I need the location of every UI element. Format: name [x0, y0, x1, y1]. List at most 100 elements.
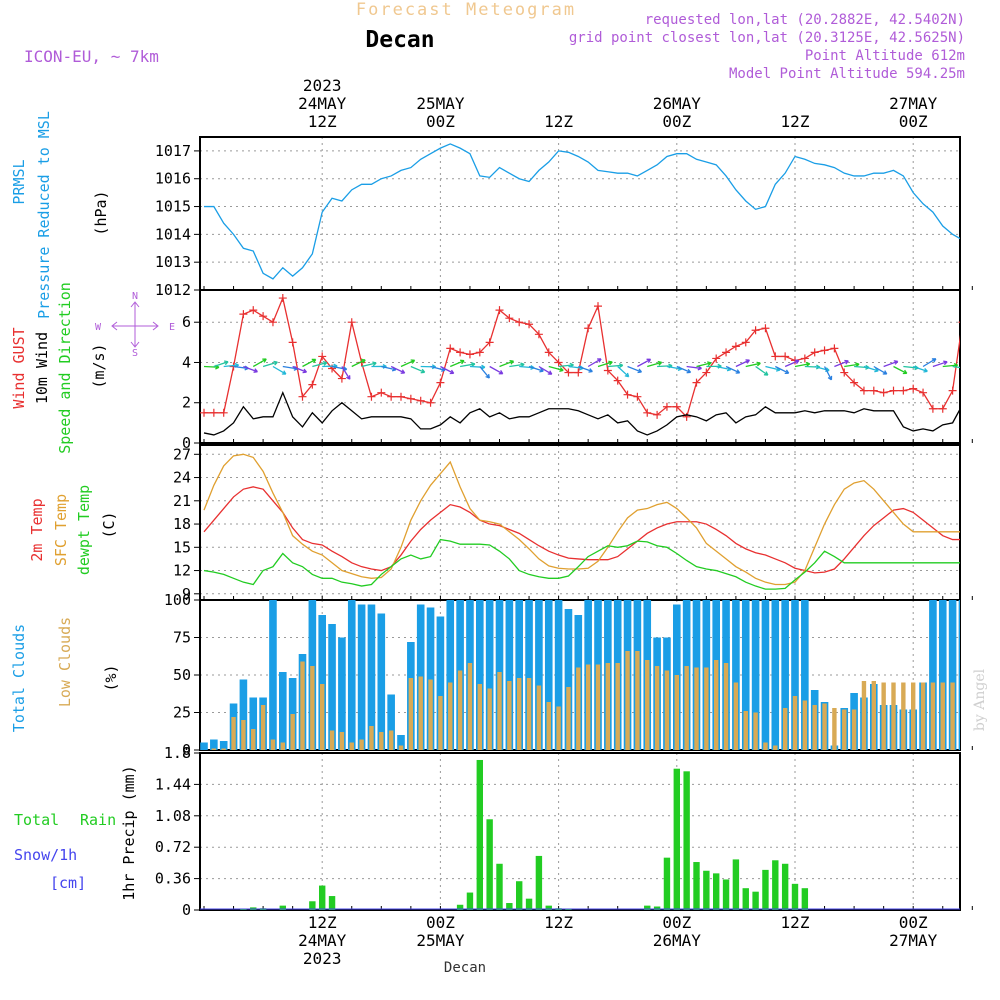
low-cloud-bar: [576, 667, 581, 750]
compass-north: N: [132, 291, 138, 302]
wind-direction-arrow-icon: [578, 365, 593, 373]
top-time-label: 27MAY: [889, 94, 938, 113]
rain-bar: [466, 892, 474, 910]
low-cloud-bar: [398, 745, 404, 750]
bottom-time-label: 12Z: [544, 913, 573, 932]
top-time-label: 2023: [303, 76, 342, 95]
gust-marker: [268, 318, 277, 327]
gust-marker: [820, 346, 829, 355]
panel-frame: [199, 752, 961, 911]
low-cloud-bar: [773, 745, 778, 750]
series-line: [203, 538, 960, 590]
low-cloud-bar: [339, 732, 345, 750]
total-cloud-bar: [958, 600, 960, 750]
panel-precipitation: [200, 759, 960, 910]
bottom-time-label: 00Z: [662, 913, 691, 932]
gust-marker: [495, 306, 504, 315]
y-tick-label: 15: [173, 538, 191, 556]
total-cloud-bar: [535, 600, 543, 750]
gust-marker: [702, 368, 711, 377]
wind-direction-arrow-icon: [922, 358, 937, 368]
low-cloud-bar: [428, 679, 433, 750]
gust-marker: [377, 388, 386, 397]
gust-marker: [337, 374, 346, 383]
gust-marker: [544, 348, 553, 357]
rain-bar: [240, 909, 247, 910]
wind-direction-arrow-icon: [775, 365, 790, 375]
rain-bar: [486, 819, 493, 910]
wind-direction-arrow-icon: [863, 365, 879, 373]
gust-marker: [397, 392, 405, 401]
wind-unit: (m/s): [90, 343, 108, 388]
low-cloud-bar: [812, 705, 817, 750]
low-cloud-bar: [290, 714, 295, 750]
wind-direction-arrow-icon: [528, 365, 544, 373]
gust-marker: [692, 378, 701, 387]
y-tick-label: 50: [173, 666, 191, 684]
low-cloud-bar: [408, 678, 414, 750]
footer-location: Decan: [444, 960, 486, 976]
gust-marker: [456, 348, 465, 357]
y-tick-label: 21: [173, 492, 191, 510]
credit-watermark: by Angel: [972, 668, 988, 731]
wind-direction-arrow-icon: [755, 365, 769, 376]
wind-direction-arrow-icon: [873, 365, 888, 375]
total-cloud-bar: [200, 742, 208, 750]
wind-direction-arrow-icon: [784, 359, 800, 368]
wind-direction-arrow-icon: [587, 358, 602, 368]
rain-bar: [328, 896, 336, 910]
total-cloud-bar: [249, 697, 258, 750]
compass-east: E: [169, 322, 175, 333]
bottom-time-label: 12Z: [781, 913, 810, 932]
low-cloud-bar: [359, 739, 364, 750]
gust-marker: [584, 324, 593, 333]
panel-clouds: [200, 600, 960, 750]
gust-marker: [741, 338, 750, 347]
y-tick-label: 1015: [155, 198, 191, 216]
low-cloud-bar: [566, 687, 571, 750]
compass-rose-icon: N S W E: [95, 291, 175, 359]
bottom-time-label: 12Z: [308, 913, 337, 932]
y-tick-label: 1.08: [155, 807, 191, 825]
top-time-label: 25MAY: [416, 94, 465, 113]
total-cloud-bar: [741, 600, 750, 750]
gust-marker: [446, 344, 455, 353]
rain-bar: [683, 771, 690, 910]
rain-bar: [772, 860, 779, 910]
low-cloud-bar: [635, 651, 640, 750]
gust-marker: [672, 402, 681, 411]
wind-direction-arrow-icon: [794, 361, 811, 368]
low-cloud-bar: [723, 663, 729, 750]
wind-direction-arrow-icon: [745, 361, 761, 368]
low-cloud-bar: [901, 682, 906, 750]
total-cloud-bar: [239, 679, 248, 750]
pressure-unit: (hPa): [92, 190, 110, 235]
low-cloud-bar: [369, 726, 374, 750]
rain-bar: [781, 863, 789, 910]
gust-marker: [722, 348, 731, 357]
wind-direction-arrow-icon: [637, 358, 652, 368]
rain-bar: [653, 906, 661, 910]
wind-speed-dir-label: Speed and Direction: [56, 282, 74, 454]
gust-marker: [751, 326, 760, 335]
low-cloud-bar: [379, 732, 384, 750]
y-tick-label: 0.72: [155, 838, 191, 856]
wind-direction-arrow-icon: [292, 365, 308, 374]
gust-marker: [633, 392, 642, 401]
low-cloud-bar: [832, 708, 837, 750]
y-tick-label: 1.44: [155, 775, 191, 793]
gust-marker: [406, 394, 415, 403]
low-cloud-bar: [260, 705, 266, 750]
low-clouds-label: Low Clouds: [56, 617, 74, 707]
gust-marker: [515, 318, 524, 327]
low-cloud-bar: [694, 667, 699, 750]
total-cloud-bar: [397, 735, 405, 750]
sfc-temp-label: SFC Temp: [52, 494, 70, 566]
total-cloud-bar: [446, 600, 455, 750]
bottom-time-label: 00Z: [899, 913, 928, 932]
wind-direction-arrow-icon: [597, 360, 613, 368]
rain-bar: [722, 879, 730, 910]
low-cloud-bar: [270, 739, 276, 750]
total-cloud-bar: [436, 616, 445, 750]
top-time-label: 00Z: [899, 112, 928, 131]
